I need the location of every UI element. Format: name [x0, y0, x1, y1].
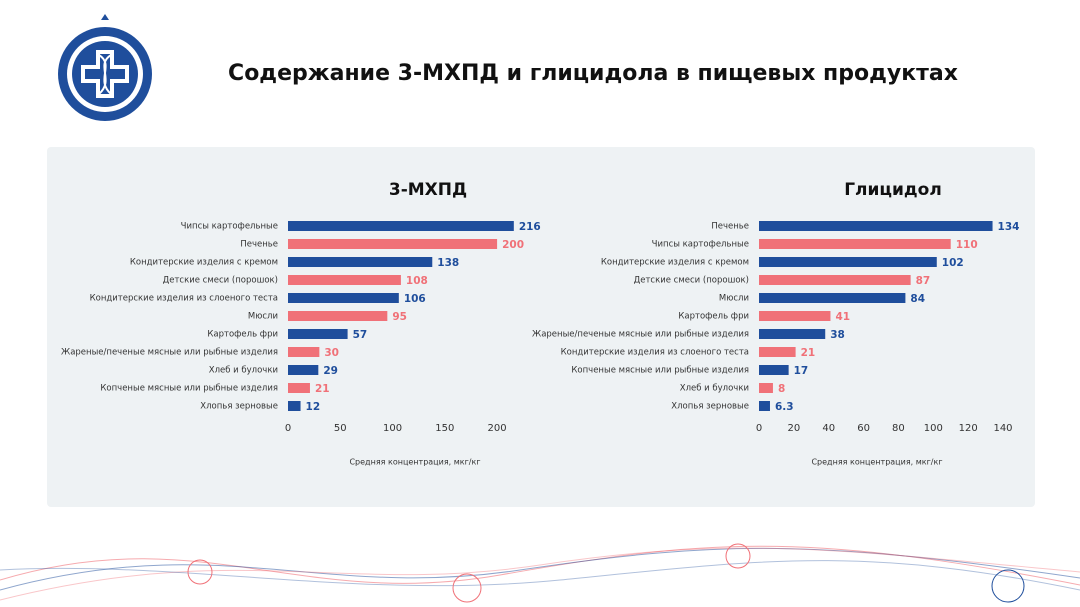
value-label: 38 — [830, 329, 845, 341]
category-label: Чипсы картофельные — [181, 222, 278, 232]
category-label: Детские смеси (порошок) — [634, 276, 749, 286]
x-tick-label: 140 — [993, 423, 1012, 434]
category-label: Хлопья зерновые — [200, 402, 278, 412]
category-label: Кондитерские изделия с кремом — [130, 258, 278, 268]
bar — [288, 293, 399, 303]
bar — [288, 239, 498, 249]
bar — [759, 383, 773, 393]
bar — [288, 221, 514, 231]
x-axis-label: Средняя концентрация, мкг/кг — [349, 458, 480, 467]
value-label: 30 — [324, 347, 339, 359]
bar — [759, 293, 906, 303]
bar — [288, 311, 388, 321]
value-label: 12 — [306, 401, 321, 413]
bar — [759, 239, 951, 249]
category-label: Хлопья зерновые — [671, 402, 749, 412]
panel — [47, 147, 1035, 507]
category-label: Кондитерские изделия с кремом — [601, 258, 749, 268]
value-label: 110 — [956, 239, 978, 251]
x-tick-label: 100 — [383, 423, 402, 434]
bar — [759, 221, 993, 231]
category-label: Картофель фри — [678, 312, 749, 322]
category-label: Хлеб и булочки — [209, 366, 278, 376]
bar — [288, 257, 433, 267]
chart-title: Глицидол — [844, 180, 942, 200]
bar — [759, 401, 770, 411]
category-label: Мюсли — [719, 294, 749, 304]
bar — [759, 347, 796, 357]
x-tick-label: 100 — [924, 423, 943, 434]
bar — [288, 401, 301, 411]
value-label: 17 — [794, 365, 809, 377]
category-label: Хлеб и булочки — [680, 384, 749, 394]
category-label: Жареные/печеные мясные или рыбные издели… — [532, 330, 749, 340]
value-label: 87 — [916, 275, 931, 287]
x-tick-label: 150 — [435, 423, 454, 434]
value-label: 200 — [502, 239, 524, 251]
x-axis-label: Средняя концентрация, мкг/кг — [811, 458, 942, 467]
category-label: Детские смеси (порошок) — [163, 276, 278, 286]
x-tick-label: 80 — [892, 423, 905, 434]
category-label: Кондитерские изделия из слоеного теста — [90, 294, 278, 304]
x-tick-label: 0 — [285, 423, 291, 434]
category-label: Кондитерские изделия из слоеного теста — [561, 348, 749, 358]
bar — [759, 329, 826, 339]
x-tick-label: 40 — [822, 423, 835, 434]
value-label: 29 — [323, 365, 338, 377]
value-label: 134 — [998, 221, 1020, 233]
category-label: Жареные/печеные мясные или рыбные издели… — [61, 348, 278, 358]
value-label: 6.3 — [775, 401, 794, 413]
bar — [288, 383, 310, 393]
value-label: 102 — [942, 257, 964, 269]
bar — [288, 329, 348, 339]
category-label: Копченые мясные или рыбные изделия — [571, 366, 749, 376]
bar — [759, 311, 831, 321]
value-label: 95 — [392, 311, 407, 323]
bar — [288, 275, 401, 285]
x-tick-label: 120 — [959, 423, 978, 434]
category-label: Мюсли — [248, 312, 278, 322]
chart: Глицидол Печенье 134 Чипсы картофельные 110 К… — [532, 180, 1019, 467]
x-tick-label: 50 — [334, 423, 347, 434]
chart-title: 3-МХПД — [389, 180, 467, 200]
value-label: 41 — [835, 311, 850, 323]
category-label: Печенье — [240, 240, 278, 250]
bar — [759, 275, 911, 285]
value-label: 108 — [406, 275, 428, 287]
value-label: 216 — [519, 221, 541, 233]
category-label: Чипсы картофельные — [652, 240, 749, 250]
category-label: Картофель фри — [207, 330, 278, 340]
value-label: 57 — [353, 329, 368, 341]
logo — [58, 14, 152, 121]
value-label: 8 — [778, 383, 785, 395]
category-label: Копченые мясные или рыбные изделия — [100, 384, 278, 394]
x-tick-label: 0 — [756, 423, 762, 434]
bar — [288, 365, 319, 375]
bar — [759, 365, 789, 375]
value-label: 21 — [801, 347, 816, 359]
x-tick-label: 20 — [787, 423, 800, 434]
category-label: Печенье — [711, 222, 749, 232]
value-label: 21 — [315, 383, 330, 395]
value-label: 84 — [910, 293, 925, 305]
chart: 3-МХПД Чипсы картофельные 216 Печенье 200 Кон… — [61, 180, 541, 467]
x-tick-label: 200 — [488, 423, 507, 434]
x-tick-label: 60 — [857, 423, 870, 434]
value-label: 138 — [437, 257, 459, 269]
value-label: 106 — [404, 293, 426, 305]
bar — [759, 257, 937, 267]
slide-title: Содержание 3-МХПД и глицидола в пищевых … — [228, 61, 958, 86]
bar — [288, 347, 320, 357]
decor-waves — [0, 543, 1080, 603]
